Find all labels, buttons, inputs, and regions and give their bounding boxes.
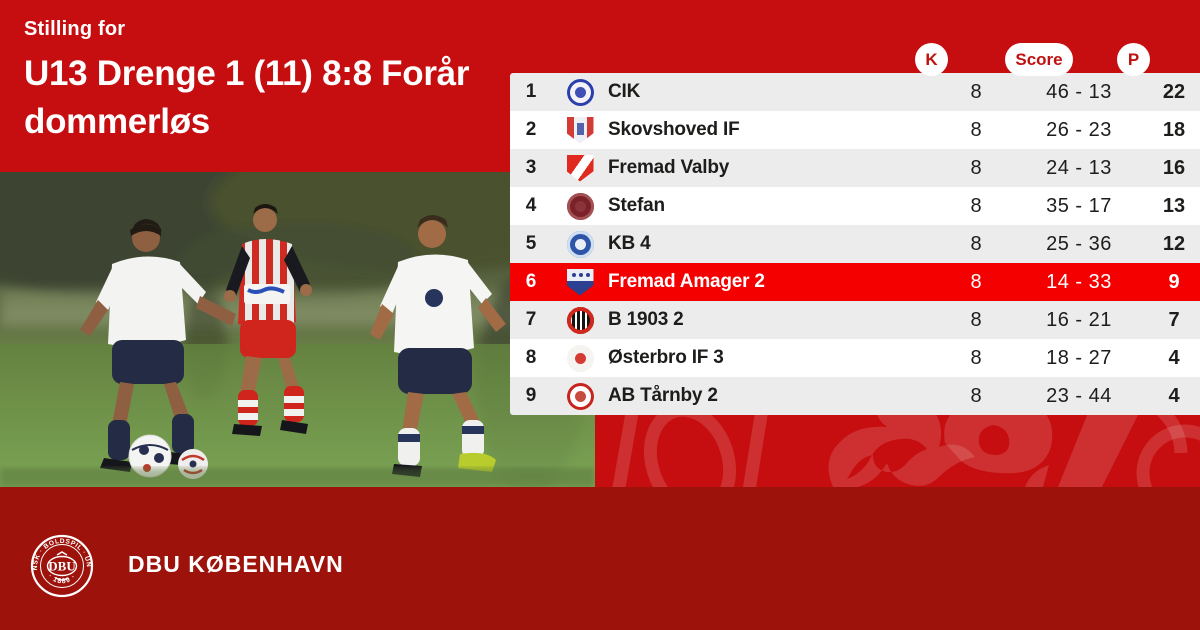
table-row: 9 AB Tårnby 2 8 23 - 44 4 (510, 377, 1200, 415)
position: 6 (525, 271, 537, 292)
goal-score: 46 - 13 (1046, 80, 1112, 103)
table-row: 4 Stefan 8 35 - 17 13 (510, 187, 1200, 225)
club-name: CIK (608, 81, 641, 102)
club-name: Fremad Valby (608, 157, 730, 178)
table-row: 8 Østerbro IF 3 8 18 - 27 4 (510, 339, 1200, 377)
column-header-score: Score (1005, 43, 1073, 76)
club-logo (552, 192, 608, 220)
player-left (80, 219, 236, 472)
goal-score: 18 - 27 (1046, 346, 1112, 369)
club-logo (552, 268, 608, 296)
club-name: B 1903 2 (608, 309, 684, 330)
table-row: 7 B 1903 2 8 16 - 21 7 (510, 301, 1200, 339)
match-photo (0, 172, 595, 487)
player-right (370, 215, 506, 477)
club-name: KB 4 (608, 233, 651, 254)
column-headers: K Score P (510, 43, 1200, 76)
goal-score: 35 - 17 (1046, 194, 1112, 217)
goal-score: 25 - 36 (1046, 232, 1112, 255)
table-row: 2 Skovshoved IF 8 26 - 23 18 (510, 111, 1200, 149)
club-name: AB Tårnby 2 (608, 385, 718, 406)
title-line-1: U13 Drenge 1 (11) 8:8 Forår (24, 54, 470, 93)
club-logo (552, 154, 608, 182)
player-middle (224, 204, 312, 436)
position: 1 (525, 81, 537, 102)
footer-wordmark: DBU KØBENHAVN (128, 551, 344, 577)
goal-score: 16 - 21 (1046, 308, 1112, 331)
headline: Stilling for U13 Drenge 1 (11) 8:8 Forår… (24, 18, 510, 147)
column-header-p: P (1117, 43, 1150, 76)
points: 9 (1168, 270, 1180, 293)
points: 12 (1162, 232, 1186, 255)
club-logo (552, 116, 608, 144)
goal-score: 14 - 33 (1046, 270, 1112, 293)
matches-played: 8 (970, 346, 982, 369)
club-name: Skovshoved IF (608, 119, 740, 140)
goal-score: 23 - 44 (1046, 384, 1112, 407)
club-name: Stefan (608, 195, 665, 216)
goal-score: 26 - 23 (1046, 118, 1112, 141)
svg-text:DBU: DBU (48, 558, 76, 573)
dbu-logo: DANSK · BOLDSPIL · UNION · 1889 · DBU (27, 529, 94, 598)
club-name: Fremad Amager 2 (608, 271, 765, 292)
table-row: 1 CIK 8 46 - 13 22 (510, 73, 1200, 111)
points: 13 (1162, 194, 1186, 217)
position: 7 (525, 309, 537, 330)
points: 4 (1168, 384, 1180, 407)
points: 7 (1168, 308, 1180, 331)
points: 16 (1162, 156, 1186, 179)
points: 22 (1162, 80, 1186, 103)
standings-rows: 1 CIK 8 46 - 13 22 2 Skovshoved IF 8 26 … (510, 73, 1200, 415)
page-title: U13 Drenge 1 (11) 8:8 Forår dommerløs (24, 50, 510, 147)
position: 2 (525, 119, 537, 140)
matches-played: 8 (970, 156, 982, 179)
matches-played: 8 (970, 270, 982, 293)
position: 5 (525, 233, 537, 254)
club-logo (552, 306, 608, 334)
position: 4 (525, 195, 537, 216)
club-logo (552, 78, 608, 106)
matches-played: 8 (970, 80, 982, 103)
table-row: 6 Fremad Amager 2 8 14 - 33 9 (510, 263, 1200, 301)
dbu-crest-watermark (595, 413, 1200, 487)
goal-score: 24 - 13 (1046, 156, 1112, 179)
matches-played: 8 (970, 308, 982, 331)
column-header-k: K (915, 43, 948, 76)
club-logo (552, 382, 608, 410)
title-line-2: dommerløs (24, 102, 210, 142)
position: 8 (525, 347, 537, 368)
position: 3 (525, 157, 537, 178)
footer: DANSK · BOLDSPIL · UNION · 1889 · DBU DB… (0, 487, 1200, 630)
kicker: Stilling for (24, 18, 126, 40)
matches-played: 8 (970, 232, 982, 255)
table-row: 5 KB 4 8 25 - 36 12 (510, 225, 1200, 263)
club-logo (552, 230, 608, 258)
matches-played: 8 (970, 384, 982, 407)
matches-played: 8 (970, 118, 982, 141)
position: 9 (525, 385, 537, 406)
points: 18 (1162, 118, 1186, 141)
club-name: Østerbro IF 3 (608, 347, 724, 368)
table-row: 3 Fremad Valby 8 24 - 13 16 (510, 149, 1200, 187)
points: 4 (1168, 346, 1180, 369)
club-logo (552, 344, 608, 372)
matches-played: 8 (970, 194, 982, 217)
